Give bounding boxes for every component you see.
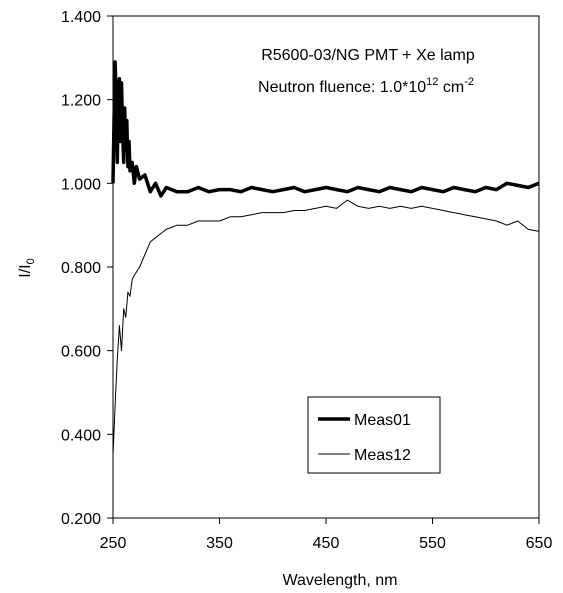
- y-tick-label: 0.200: [61, 511, 101, 528]
- legend-label-meas12: Meas12: [354, 447, 411, 464]
- y-tick-label: 1.200: [61, 93, 101, 110]
- annotation-line-1: R5600-03/NG PMT + Xe lamp: [261, 47, 475, 64]
- legend-label-meas01: Meas01: [354, 412, 411, 429]
- annotation-line-2-prefix: Neutron fluence: 1.0*10: [258, 79, 426, 96]
- ticks-group: 0.200 0.400 0.600 0.800 1.000 1.200 1.400 250 35…: [61, 9, 552, 552]
- y-tick-label: 1.000: [61, 176, 101, 193]
- x-axis-title: Wavelength, nm: [282, 572, 397, 589]
- x-tick-label: 450: [313, 535, 340, 552]
- series-line-meas01: [111, 60, 540, 198]
- y-tick-label: 0.600: [61, 344, 101, 361]
- y-tick-label: 1.400: [61, 9, 101, 26]
- x-tick-label: 650: [526, 535, 553, 552]
- x-tick-label: 250: [100, 535, 127, 552]
- x-tick-label: 350: [206, 535, 233, 552]
- x-tick-label: 550: [419, 535, 446, 552]
- series-line-meas12: [112, 199, 540, 456]
- y-axis-title: I/I0: [17, 258, 37, 277]
- annotation-line-2-mid: cm: [438, 79, 464, 96]
- y-axis-title-main: I/I: [17, 264, 34, 277]
- annotation-line-2-sup2: -2: [464, 76, 474, 88]
- y-axis-title-sub: 0: [25, 258, 37, 264]
- annotation-line-2-sup1: 12: [426, 76, 438, 88]
- y-tick-label: 0.400: [61, 427, 101, 444]
- annotation-line-2: Neutron fluence: 1.0*1012 cm-2: [258, 76, 474, 96]
- y-tick-label: 0.800: [61, 260, 101, 277]
- legend-box: [307, 396, 441, 474]
- series-group: [111, 60, 540, 456]
- legend: Meas01 Meas12: [307, 396, 441, 474]
